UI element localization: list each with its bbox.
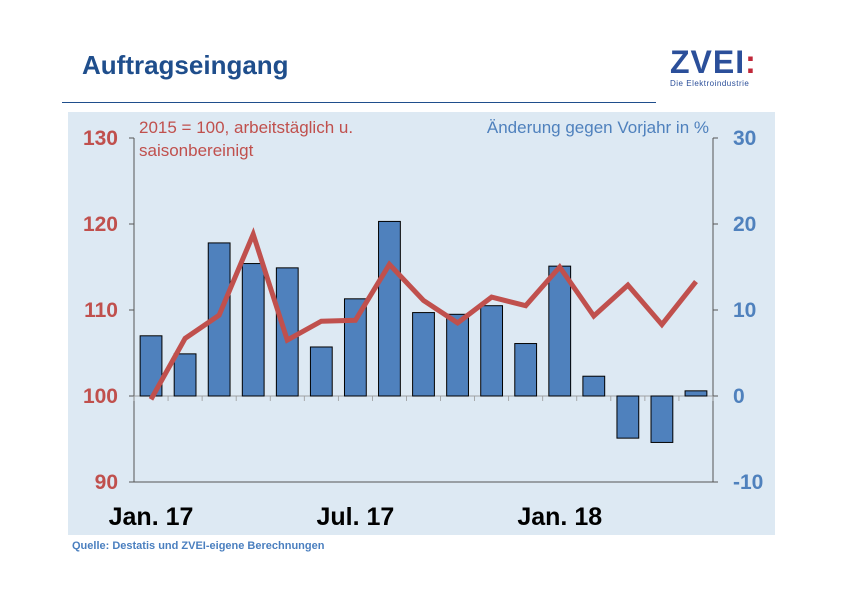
bar-yoy-change [309,346,333,397]
index-line [148,227,698,401]
bar-yoy-change [173,353,197,397]
bar-yoy-change [207,242,231,397]
source-note: Quelle: Destatis und ZVEI-eigene Berechn… [72,540,325,552]
left-axis-annotation-line1: 2015 = 100, arbeitstäglich u. [139,118,353,137]
left-tick-label: 90 [95,471,118,494]
bar-yoy-change [616,395,640,439]
right-axis-annotation: Änderung gegen Vorjahr in % [487,118,709,137]
right-tick-label: 0 [733,385,745,408]
left-tick-label: 130 [83,127,118,150]
bar-yoy-change [548,265,572,397]
logo-text: ZVEI [670,44,746,80]
zvei-logo: ZVEI: Die Elektroindustrie [670,44,757,88]
bar-yoy-change [343,298,367,397]
bar-yoy-change [378,220,401,397]
x-tick-label: Jan. 18 [517,503,602,531]
right-tick-label: 30 [733,127,756,150]
left-tick-label: 100 [83,385,118,408]
logo-subtitle: Die Elektroindustrie [670,79,750,88]
right-tick-label: 20 [733,213,756,236]
bar-yoy-change [514,343,538,397]
bar-yoy-change [480,305,504,397]
left-tick-label: 110 [84,299,118,322]
bar-yoy-change [582,375,606,397]
bar-yoy-change [241,263,265,397]
bar-yoy-change [446,313,469,397]
bar-yoy-change [684,390,708,397]
bar-yoy-change [412,312,435,397]
title-divider [62,102,656,103]
right-tick-label: 10 [733,299,756,322]
left-tick-label: 120 [83,213,118,236]
left-axis-annotation-line2: saisonbereinigt [139,141,254,160]
bar-yoy-change [650,395,674,443]
page-title: Auftragseingang [82,50,289,80]
right-tick-label: -10 [733,471,763,494]
x-tick-label: Jul. 17 [316,503,394,531]
x-tick-label: Jan. 17 [109,503,194,531]
logo-colon: : [745,44,757,80]
